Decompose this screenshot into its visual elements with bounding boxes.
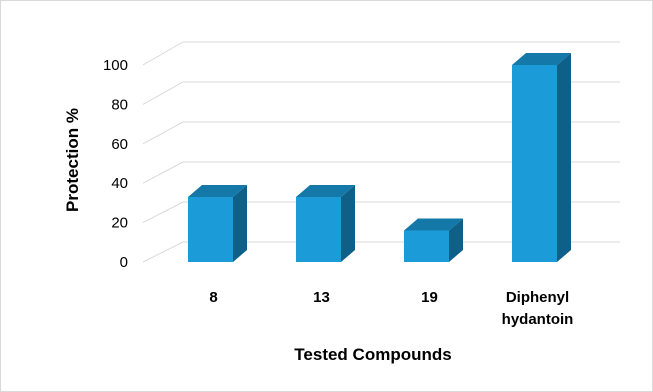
bar-0: [188, 184, 247, 262]
x-category-label: 19: [421, 289, 438, 306]
x-category-label: hydantoin: [502, 311, 574, 328]
bar-side: [341, 184, 355, 262]
gridline-80: [142, 81, 620, 105]
bar-front: [404, 230, 449, 262]
x-axis-title: Tested Compounds: [294, 345, 451, 364]
gridline-20: [142, 201, 620, 224]
bar-side: [557, 53, 571, 262]
y-tick-labels: 0 20 40 60 80 100: [103, 57, 128, 271]
bar-1: [296, 184, 355, 262]
bar-side: [449, 218, 463, 262]
gridline-0: [142, 241, 620, 263]
x-category-label: 13: [313, 289, 330, 306]
gridline-100: [142, 41, 620, 66]
x-category-label: Diphenyl: [506, 289, 569, 306]
y-tick-label: 100: [103, 57, 128, 74]
bar-side: [233, 184, 247, 262]
bar-front: [296, 196, 341, 262]
x-category-label: 8: [209, 289, 217, 306]
bar-2: [404, 218, 463, 262]
bar-3: [512, 53, 571, 262]
bar-top: [296, 184, 355, 197]
y-tick-label: 40: [111, 175, 128, 192]
gridlines: [142, 41, 620, 263]
bars: [188, 53, 571, 262]
y-tick-label: 80: [111, 96, 128, 113]
bar-top: [404, 218, 463, 231]
y-tick-label: 60: [111, 136, 128, 153]
gridline-60: [142, 121, 620, 145]
bar-top: [512, 53, 571, 65]
y-tick-label: 0: [120, 254, 128, 271]
bar-front: [188, 196, 233, 262]
y-axis-title: Protection %: [63, 108, 82, 212]
bar-top: [188, 184, 247, 197]
gridline-40: [142, 161, 620, 184]
x-category-labels: 8 13 19 Diphenyl hydantoin: [209, 289, 573, 328]
y-tick-label: 20: [111, 215, 128, 232]
bar-front: [512, 65, 557, 262]
